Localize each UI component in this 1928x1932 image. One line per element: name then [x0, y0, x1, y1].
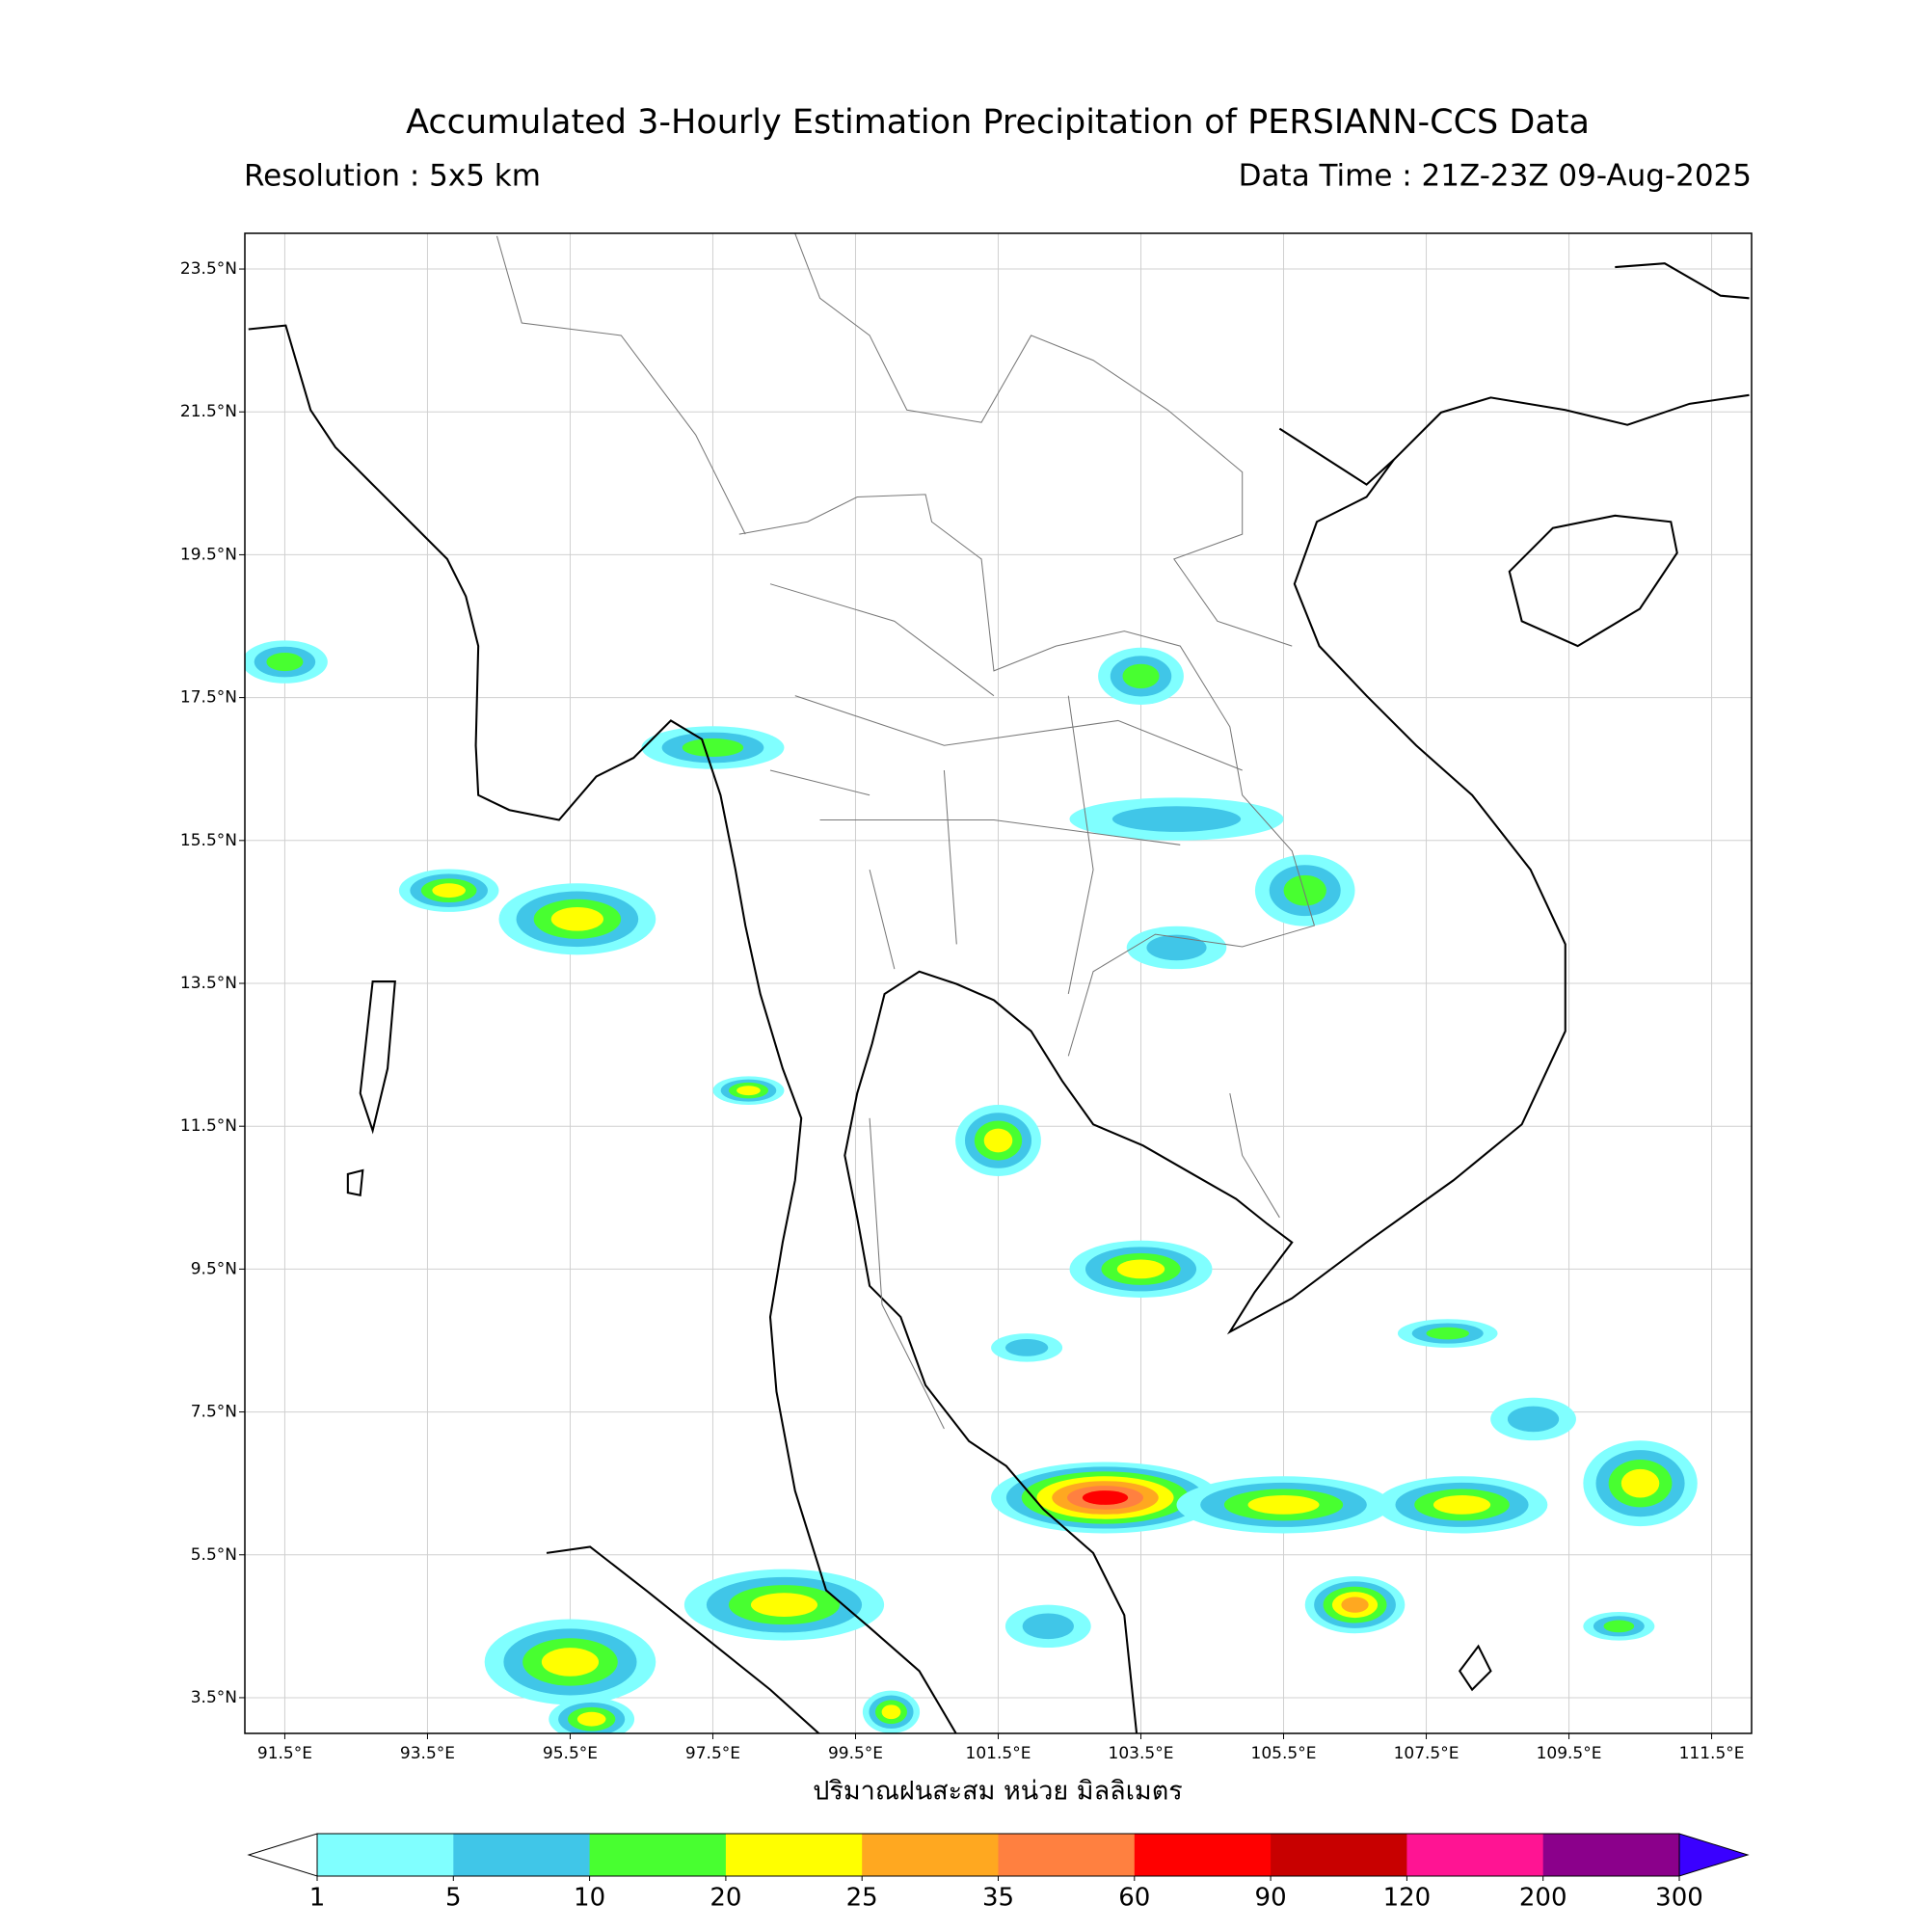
province-border — [769, 583, 1243, 1430]
x-axis-label: ปริมาณฝนสะสม หน่วย มิลลิเมตร — [813, 1777, 1183, 1807]
colorbar-swatch — [1406, 1834, 1544, 1876]
lat-tick-label: 3.5°N — [191, 1688, 237, 1707]
colorbar-swatch — [862, 1834, 999, 1876]
data-time: Data Time : 21Z-23Z 09-Aug-2025 — [1239, 159, 1752, 194]
rain-cell — [1004, 1339, 1049, 1356]
colorbar-swatch — [1542, 1834, 1680, 1876]
lon-tick-label: 107.5°E — [1394, 1744, 1459, 1763]
colorbar-label: 300 — [1655, 1884, 1703, 1913]
rain-cell — [1247, 1495, 1320, 1515]
rain-cell — [1022, 1613, 1074, 1640]
rain-cell — [1122, 663, 1160, 689]
country-border — [495, 233, 1316, 1219]
rain-cell — [1341, 1597, 1369, 1613]
colorbar-swatch — [998, 1834, 1136, 1876]
colorbar-swatch — [453, 1834, 591, 1876]
rain-cell — [541, 1648, 600, 1677]
colorbar-over — [1678, 1833, 1750, 1877]
rain-cell — [750, 1593, 818, 1617]
rain-cell — [1426, 1327, 1469, 1340]
lon-tick-label: 101.5°E — [966, 1744, 1031, 1763]
colorbar-label: 60 — [1118, 1884, 1150, 1913]
lon-tick-label: 109.5°E — [1537, 1744, 1602, 1763]
colorbar-label: 20 — [710, 1884, 741, 1913]
rain-cell — [1433, 1495, 1491, 1515]
colorbar-label: 120 — [1383, 1884, 1432, 1913]
axis-ticks: 91.5°E 93.5°E 95.5°E 97.5°E 99.5°E 101.5°E 103… — [180, 259, 1745, 1763]
lon-tick-label: 93.5°E — [400, 1744, 455, 1763]
colorbar: 1 5 10 20 25 35 60 90 120 200 300 — [247, 1833, 1750, 1913]
colorbar-label: 90 — [1255, 1884, 1287, 1913]
rain-cell — [1283, 874, 1326, 906]
lon-tick-label: 111.5°E — [1679, 1744, 1745, 1763]
colorbar-label: 5 — [445, 1884, 462, 1913]
resolution: Resolution : 5x5 km — [244, 159, 541, 194]
rain-cell — [1507, 1406, 1560, 1433]
lat-tick-label: 19.5°N — [180, 545, 237, 564]
coastline — [1508, 514, 1678, 648]
rain-cell — [550, 906, 604, 931]
colorbar-label: 200 — [1519, 1884, 1567, 1913]
colorbar-label: 1 — [309, 1884, 326, 1913]
coastline — [248, 324, 957, 1733]
rain-cell — [1146, 934, 1207, 961]
colorbar-label: 35 — [982, 1884, 1014, 1913]
lat-tick-label: 17.5°N — [180, 688, 237, 708]
rain-cell — [432, 883, 466, 899]
colorbar-under — [247, 1833, 318, 1877]
lon-tick-label: 103.5°E — [1109, 1744, 1174, 1763]
rain-cell — [682, 738, 744, 758]
colorbar-swatch — [1134, 1834, 1272, 1876]
lat-tick-label: 5.5°N — [191, 1545, 237, 1565]
lat-tick-label: 15.5°N — [180, 831, 237, 850]
rain-cell — [576, 1711, 606, 1727]
lon-tick-label: 99.5°E — [828, 1744, 883, 1763]
coastline — [346, 980, 1492, 1692]
lon-tick-label: 95.5°E — [543, 1744, 598, 1763]
lat-tick-label: 23.5°N — [180, 259, 237, 279]
rain-cell — [266, 653, 304, 672]
title: Accumulated 3-Hourly Estimation Precipit… — [406, 103, 1590, 142]
coastline — [1615, 262, 1750, 300]
lon-tick-label: 105.5°E — [1251, 1744, 1317, 1763]
lat-tick-label: 7.5°N — [191, 1403, 237, 1422]
lat-tick-label: 11.5°N — [180, 1116, 237, 1136]
basemap — [248, 233, 1750, 1733]
rain-cell — [1082, 1490, 1129, 1505]
colorbar-swatch — [317, 1834, 454, 1876]
colorbar-label: 25 — [846, 1884, 878, 1913]
colorbar-swatch — [725, 1834, 863, 1876]
colorbar-swatch — [1271, 1834, 1407, 1876]
rain-cell — [736, 1086, 761, 1096]
colorbar-swatch — [589, 1834, 727, 1876]
coastline — [546, 1545, 820, 1733]
lat-tick-label: 9.5°N — [191, 1259, 237, 1278]
lat-tick-label: 13.5°N — [180, 974, 237, 993]
rain-cell — [1603, 1620, 1635, 1633]
lat-tick-label: 21.5°N — [180, 402, 237, 421]
coastline — [1278, 427, 1395, 486]
rain-cell — [1111, 806, 1242, 832]
lon-tick-label: 97.5°E — [685, 1744, 740, 1763]
rain-cell — [983, 1128, 1013, 1153]
lon-tick-label: 91.5°E — [257, 1744, 312, 1763]
rain-cell — [881, 1704, 901, 1720]
coastline — [844, 393, 1750, 1733]
rain-cell — [1620, 1468, 1660, 1498]
colorbar-label: 10 — [574, 1884, 605, 1913]
rain-cell — [1116, 1259, 1165, 1279]
